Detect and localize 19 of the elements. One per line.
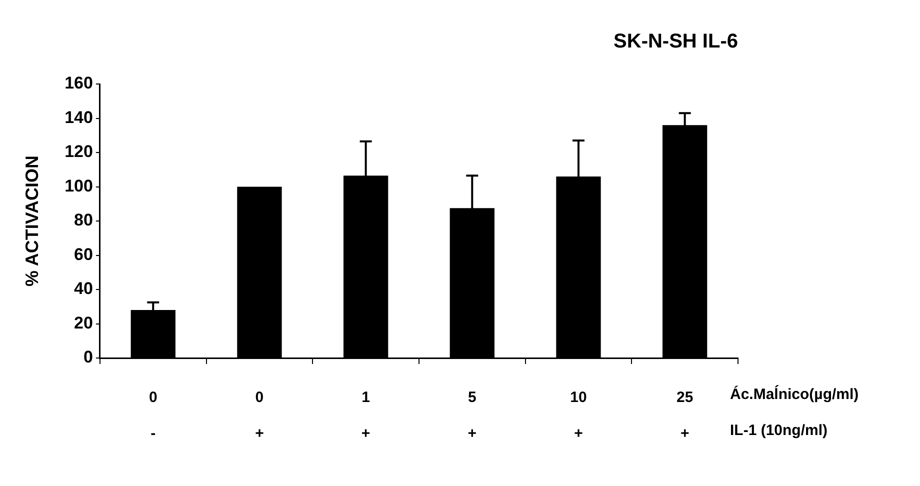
category-label: 25 + bbox=[676, 389, 694, 442]
y-tick-label: 140 bbox=[64, 108, 93, 127]
text: IL-1 (10ng/ml) bbox=[730, 422, 828, 440]
y-tick-label: 60 bbox=[74, 244, 93, 264]
category-label: 0 + bbox=[255, 389, 264, 442]
category-label: 10 + bbox=[570, 389, 587, 442]
y-tick-label: 0 bbox=[83, 348, 93, 367]
chart-title: SK-N-SH IL-6 bbox=[614, 30, 738, 53]
category-label: 0 - bbox=[148, 389, 158, 442]
y-axis-title: % ACTIVACION bbox=[22, 155, 42, 287]
y-tick-label: 80 bbox=[74, 210, 93, 230]
category-label: 1 + bbox=[361, 389, 370, 442]
y-tick-label: 120 bbox=[64, 142, 93, 162]
y-tick-label: 20 bbox=[74, 313, 93, 332]
y-tick-label: 160 bbox=[64, 74, 93, 93]
y-tick-label: 40 bbox=[74, 279, 93, 298]
y-tick-label: 100 bbox=[64, 176, 93, 196]
category-label: 5 + bbox=[468, 389, 477, 442]
text: Ác.Maĺnico(µg/ml) bbox=[730, 385, 859, 404]
